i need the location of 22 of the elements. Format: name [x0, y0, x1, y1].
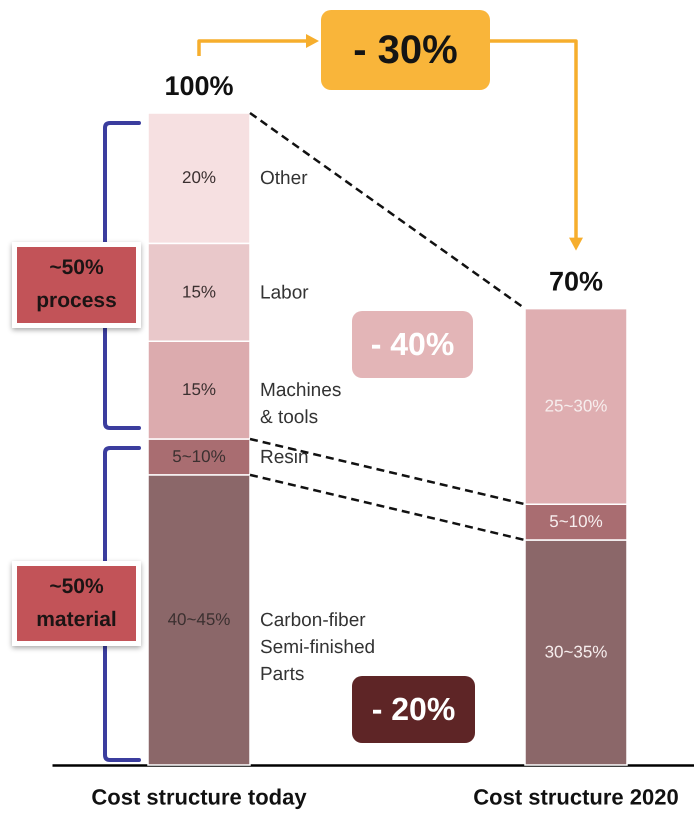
series-label: Other — [260, 168, 308, 190]
series-label: Resin — [260, 446, 309, 468]
total-label: 70% — [548, 266, 604, 297]
data-label: 25~30% — [544, 396, 608, 416]
annotation: ~50% process — [35, 255, 118, 314]
total-label: 100% — [164, 71, 234, 101]
series-label: Carbon-fiber Semi-finished Parts — [260, 610, 376, 685]
data-label: 30~35% — [544, 642, 608, 662]
data-label: 5~10% — [549, 512, 603, 532]
data-label: 20% — [182, 168, 216, 188]
x-tick-label: Cost structure 2020 — [473, 784, 679, 810]
series-label: Labor — [260, 282, 310, 304]
series-label: Machines & tools — [260, 380, 342, 428]
x-tick-label: Cost structure today — [91, 784, 308, 810]
annotation: - 20% — [372, 690, 456, 728]
data-label: 5~10% — [172, 446, 226, 466]
data-label: 15% — [182, 282, 216, 302]
annotation: - 40% — [370, 326, 454, 362]
annotation: ~50% material — [35, 574, 118, 632]
data-label: 40~45% — [168, 610, 230, 629]
data-label: 15% — [182, 380, 216, 400]
text: - 30% — [353, 28, 458, 72]
